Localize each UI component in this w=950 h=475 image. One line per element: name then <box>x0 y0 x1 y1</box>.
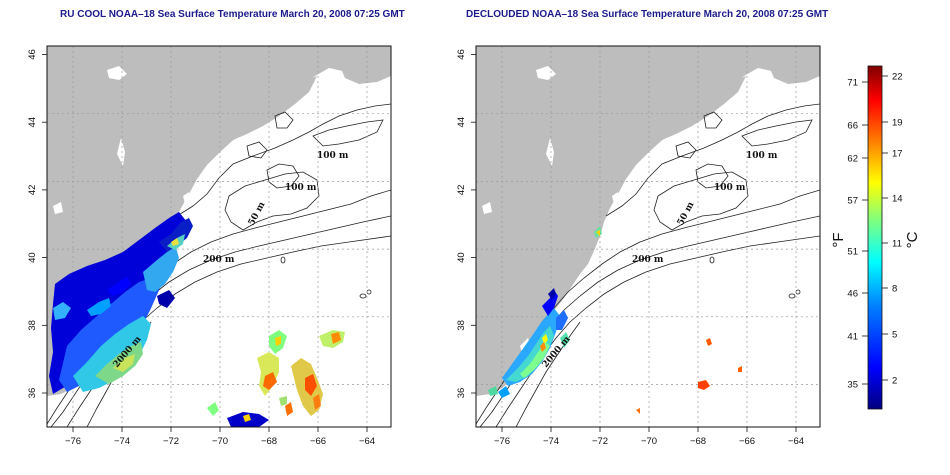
fahrenheit-tick-label: 41 <box>847 332 858 343</box>
fahrenheit-tick-label: 66 <box>847 121 858 132</box>
right-x-tick-label: −74 <box>543 436 559 447</box>
celsius-unit-label: °C <box>904 231 921 248</box>
left-y-tick-label: 40 <box>27 252 38 263</box>
right-x-tick-label: −66 <box>739 436 755 447</box>
left-y-tick-label: 42 <box>27 185 38 196</box>
left-x-tick-label: −70 <box>212 436 228 447</box>
right-x-tick-label: −72 <box>592 436 608 447</box>
celsius-tick-label: 8 <box>892 284 897 295</box>
right-map: 100 m 100 m 50 m 200 m 2000 m <box>476 46 820 427</box>
left-x-tick-label: −64 <box>359 436 375 447</box>
right-y-tick-label: 42 <box>456 185 467 196</box>
right-sst-coastal-swath <box>488 226 602 398</box>
celsius-tick-label: 11 <box>892 239 902 250</box>
left-contour-label-100m-a: 100 m <box>317 151 349 161</box>
left-y-tick-label: 44 <box>27 117 38 128</box>
celsius-tick-label: 5 <box>892 330 897 341</box>
right-contour-label-100m-b: 100 m <box>714 183 746 193</box>
celsius-tick-label: 22 <box>892 72 903 83</box>
fahrenheit-tick-label: 51 <box>847 247 858 258</box>
map-axes: −76 −74 −72 −70 −68 −66 −64 36 38 40 42 44 46 −76 −74 −… <box>27 49 804 447</box>
right-y-tick-label: 38 <box>456 320 467 331</box>
left-y-tick-label: 46 <box>27 49 38 60</box>
right-contour-label-200m: 200 m <box>632 255 664 265</box>
left-x-tick-label: −72 <box>163 436 179 447</box>
fahrenheit-tick-label: 35 <box>847 380 858 391</box>
fahrenheit-tick-label: 46 <box>847 289 858 300</box>
left-x-tick-label: −74 <box>114 436 130 447</box>
right-x-tick-label: −70 <box>641 436 657 447</box>
right-sst-offshore-patches <box>636 338 742 414</box>
right-contour-label-100m-a: 100 m <box>746 151 778 161</box>
left-contour-label-100m-b: 100 m <box>285 183 317 193</box>
left-map: 100 m 100 m 50 m 200 m 2000 m <box>47 46 391 427</box>
right-map-frame <box>475 45 821 428</box>
celsius-tick-label: 19 <box>892 118 903 129</box>
fahrenheit-tick-label: 71 <box>847 78 858 89</box>
left-sst-coastal-swath <box>49 212 193 394</box>
celsius-tick-label: 17 <box>892 149 903 160</box>
left-x-tick-label: −66 <box>310 436 326 447</box>
colorbar-ticks: 71 66 62 57 51 46 41 35 22 19 17 14 11 8 5 2 <box>847 72 902 391</box>
celsius-tick-label: 14 <box>892 194 903 205</box>
left-contour-label-200m: 200 m <box>203 255 235 265</box>
left-x-tick-label: −76 <box>65 436 81 447</box>
right-y-tick-label: 36 <box>456 388 467 399</box>
right-x-tick-label: −68 <box>690 436 706 447</box>
right-y-tick-label: 44 <box>456 117 467 128</box>
temperature-colorbar <box>867 65 883 410</box>
left-x-tick-label: −68 <box>261 436 277 447</box>
left-y-tick-label: 38 <box>27 320 38 331</box>
right-x-tick-label: −76 <box>494 436 510 447</box>
left-sst-offshore-patches <box>207 330 345 427</box>
right-x-tick-label: −64 <box>788 436 804 447</box>
fahrenheit-unit-label: °F <box>830 232 847 247</box>
right-y-tick-label: 40 <box>456 252 467 263</box>
fahrenheit-tick-label: 57 <box>847 196 858 207</box>
right-map-title: DECLOUDED NOAA–18 Sea Surface Temperatur… <box>466 9 829 20</box>
left-map-title: RU COOL NOAA–18 Sea Surface Temperature … <box>60 9 405 20</box>
left-y-tick-label: 36 <box>27 388 38 399</box>
fahrenheit-tick-label: 62 <box>847 154 858 165</box>
left-map-frame <box>46 45 392 428</box>
celsius-tick-label: 2 <box>892 376 897 387</box>
right-y-tick-label: 46 <box>456 49 467 60</box>
